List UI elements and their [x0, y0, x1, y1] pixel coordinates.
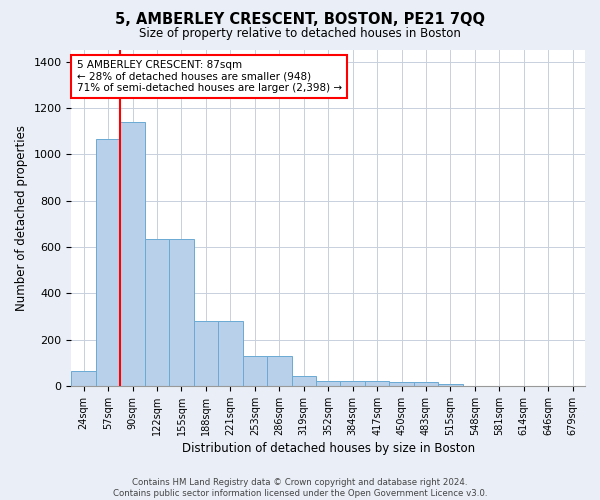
Bar	[340, 382, 365, 386]
Bar	[121, 122, 145, 386]
Bar	[96, 139, 121, 386]
Bar	[316, 382, 340, 386]
Bar	[169, 239, 194, 386]
Bar	[71, 371, 96, 386]
Y-axis label: Number of detached properties: Number of detached properties	[15, 125, 28, 311]
Bar	[145, 239, 169, 386]
Bar	[414, 382, 438, 386]
Bar	[438, 384, 463, 386]
Bar	[292, 376, 316, 386]
Bar	[194, 321, 218, 386]
Text: 5, AMBERLEY CRESCENT, BOSTON, PE21 7QQ: 5, AMBERLEY CRESCENT, BOSTON, PE21 7QQ	[115, 12, 485, 28]
Bar	[267, 356, 292, 386]
Bar	[242, 356, 267, 386]
Bar	[218, 321, 242, 386]
Bar	[365, 382, 389, 386]
Bar	[389, 382, 414, 386]
X-axis label: Distribution of detached houses by size in Boston: Distribution of detached houses by size …	[182, 442, 475, 455]
Text: Contains HM Land Registry data © Crown copyright and database right 2024.
Contai: Contains HM Land Registry data © Crown c…	[113, 478, 487, 498]
Text: Size of property relative to detached houses in Boston: Size of property relative to detached ho…	[139, 28, 461, 40]
Text: 5 AMBERLEY CRESCENT: 87sqm
← 28% of detached houses are smaller (948)
71% of sem: 5 AMBERLEY CRESCENT: 87sqm ← 28% of deta…	[77, 60, 341, 94]
